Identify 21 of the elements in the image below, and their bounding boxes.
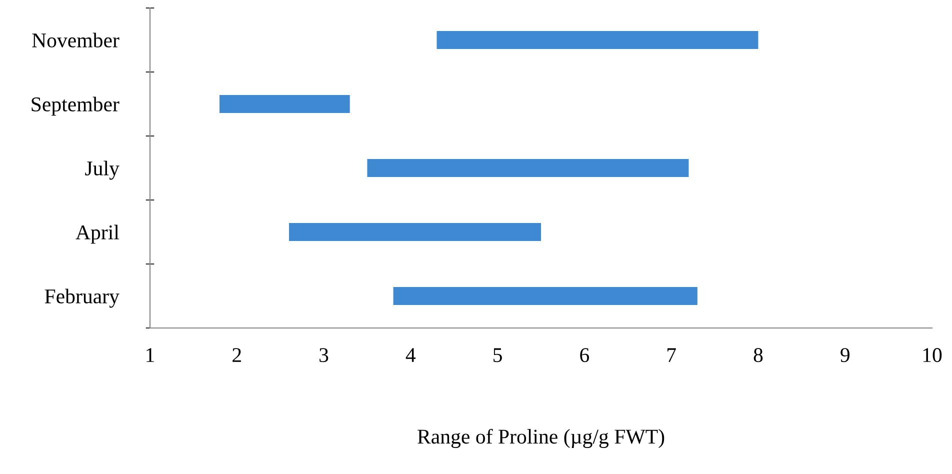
y-tick-label: July (85, 160, 120, 180)
x-tick-label: 4 (406, 348, 416, 362)
x-tick-label: 6 (580, 348, 590, 362)
bar (220, 95, 350, 113)
x-tick-label: 3 (320, 348, 328, 362)
bar (289, 223, 541, 241)
y-tick-label: February (44, 288, 120, 308)
x-axis-title: Range of Proline (µg/g FWT) (418, 428, 664, 448)
x-tick-label: 2 (232, 348, 241, 362)
y-tick-label: November (32, 32, 120, 48)
y-tick-label: September (32, 96, 120, 116)
bar (393, 287, 698, 305)
x-tick-label: 5 (494, 348, 502, 362)
x-tick-label: 9 (840, 348, 850, 362)
x-tick-label: 10 (923, 348, 942, 362)
x-tick-label: 7 (668, 348, 676, 362)
x-tick-label: 1 (146, 348, 154, 362)
bar (367, 159, 689, 177)
y-tick-label: April (76, 224, 120, 244)
x-tick-label: 8 (754, 348, 763, 362)
bar (436, 31, 758, 49)
